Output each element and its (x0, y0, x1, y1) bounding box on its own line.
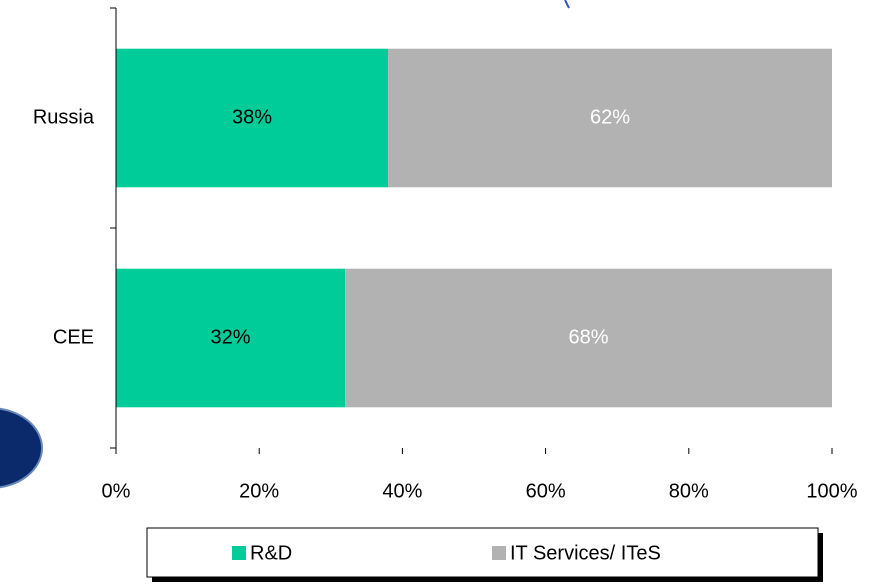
legend-label: R&D (250, 542, 292, 564)
legend (146, 527, 819, 578)
x-tick-label: 60% (526, 480, 566, 502)
legend-label: IT Services/ ITeS (510, 542, 661, 564)
data-label: 62% (590, 106, 630, 128)
x-tick-label: 100% (806, 480, 857, 502)
x-tick-label: 40% (382, 480, 422, 502)
legend-swatch (492, 546, 506, 560)
fragment (564, 0, 570, 9)
x-tick-label: 0% (102, 480, 131, 502)
bar-segment (388, 48, 832, 188)
bar-segment (345, 268, 832, 408)
bar-segment (116, 268, 346, 408)
data-label: 68% (569, 326, 609, 348)
x-tick-label: 20% (239, 480, 279, 502)
data-label: 38% (232, 106, 272, 128)
callout-fragment (0, 407, 43, 489)
y-tick-label: CEE (53, 326, 94, 348)
legend-swatch (232, 546, 246, 560)
x-tick-label: 80% (669, 480, 709, 502)
bar-segment (116, 48, 389, 188)
data-label: 32% (211, 326, 251, 348)
y-tick-label: Russia (33, 106, 95, 128)
